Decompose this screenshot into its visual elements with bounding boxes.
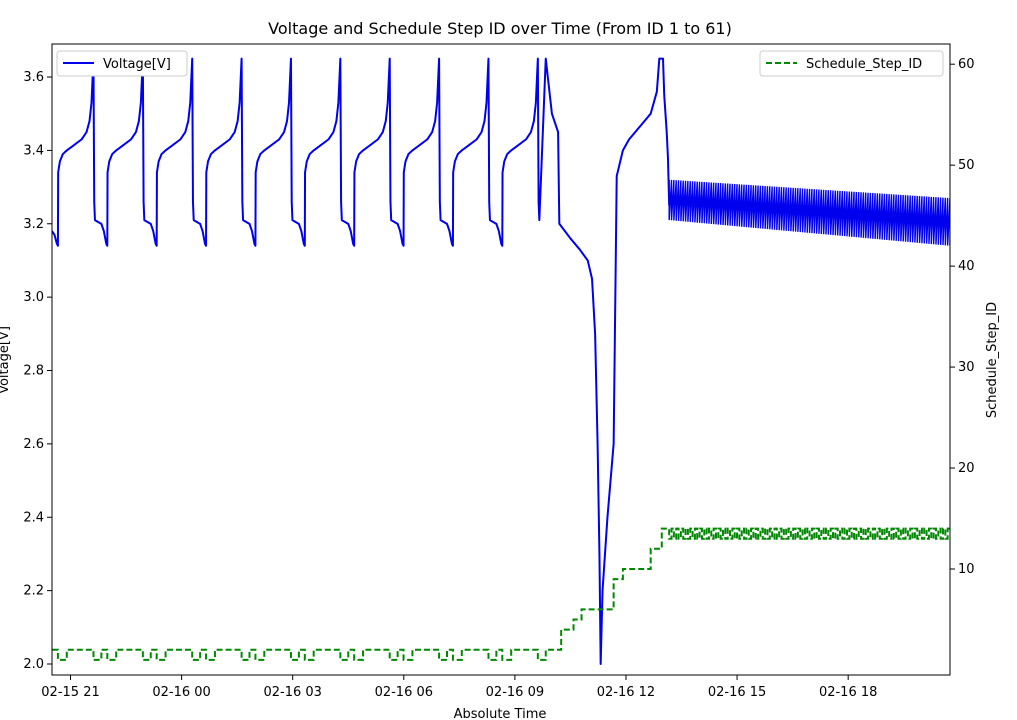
y-left-tick-label: 2.4 xyxy=(23,510,44,525)
legend-step-box xyxy=(759,50,944,77)
legend-step: Schedule_Step_ID xyxy=(759,50,944,77)
y-axis-left-label: Voltage[V] xyxy=(0,326,12,394)
y-right-tick-label: 30 xyxy=(958,360,975,375)
plot-area xyxy=(51,43,951,676)
legend-voltage-label: Voltage[V] xyxy=(103,57,171,72)
y-right-tick-label: 20 xyxy=(958,461,975,476)
y-left-tick-label: 3.6 xyxy=(23,70,44,85)
x-tick-label: 02-16 03 xyxy=(263,685,321,700)
y-right-tick-label: 60 xyxy=(958,57,975,72)
y-right-tick-label: 10 xyxy=(958,562,975,577)
y-right-tick-label: 40 xyxy=(958,259,975,274)
y-left-tick-label: 3.2 xyxy=(23,217,44,232)
x-tick-label: 02-16 18 xyxy=(819,685,877,700)
voltage-line xyxy=(52,57,671,665)
y-left-tick-label: 3.0 xyxy=(23,290,44,305)
x-axis: 02-15 21 02-16 00 02-16 03 02-16 06 02-16 09… xyxy=(41,675,877,700)
y-left-tick-label: 2.8 xyxy=(23,364,44,379)
x-tick-label: 02-16 00 xyxy=(152,685,210,700)
y-left-tick-label: 3.4 xyxy=(23,143,44,158)
x-tick-label: 02-15 21 xyxy=(41,685,99,700)
x-tick-label: 02-16 12 xyxy=(597,685,655,700)
right-axis: 10 20 30 40 50 60 xyxy=(950,57,975,577)
left-axis: 2.0 2.2 2.4 2.6 2.8 3.0 3.2 3.4 3.6 xyxy=(23,70,52,672)
y-left-tick-label: 2.0 xyxy=(23,657,44,672)
voltage-pulse-line xyxy=(668,179,950,246)
x-tick-label: 02-16 09 xyxy=(486,685,544,700)
y-axis-right-label: Schedule_Step_ID xyxy=(985,302,1000,418)
y-left-tick-label: 2.2 xyxy=(23,584,44,599)
x-tick-label: 02-16 06 xyxy=(375,685,433,700)
step-line xyxy=(52,527,950,661)
legend-voltage: Voltage[V] xyxy=(56,50,188,77)
y-left-tick-label: 2.6 xyxy=(23,437,44,452)
legend-voltage-box xyxy=(56,50,188,77)
chart-title: Voltage and Schedule Step ID over Time (… xyxy=(268,19,732,38)
y-right-tick-label: 50 xyxy=(958,158,975,173)
legend-step-label: Schedule_Step_ID xyxy=(806,57,922,72)
x-axis-label: Absolute Time xyxy=(454,707,547,720)
x-tick-label: 02-16 15 xyxy=(708,685,766,700)
plot-frame xyxy=(51,43,951,676)
